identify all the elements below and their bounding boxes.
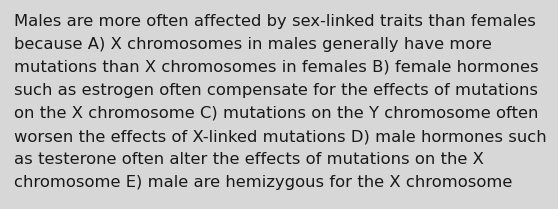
Text: Males are more often affected by sex-linked traits than females: Males are more often affected by sex-lin… [14, 14, 536, 29]
Text: worsen the effects of X-linked mutations D) male hormones such: worsen the effects of X-linked mutations… [14, 129, 547, 144]
Text: on the X chromosome C) mutations on the Y chromosome often: on the X chromosome C) mutations on the … [14, 106, 538, 121]
Text: such as estrogen often compensate for the effects of mutations: such as estrogen often compensate for th… [14, 83, 538, 98]
Text: because A) X chromosomes in males generally have more: because A) X chromosomes in males genera… [14, 37, 492, 52]
Text: mutations than X chromosomes in females B) female hormones: mutations than X chromosomes in females … [14, 60, 538, 75]
Text: as testerone often alter the effects of mutations on the X: as testerone often alter the effects of … [14, 152, 484, 167]
Text: chromosome E) male are hemizygous for the X chromosome: chromosome E) male are hemizygous for th… [14, 175, 512, 190]
